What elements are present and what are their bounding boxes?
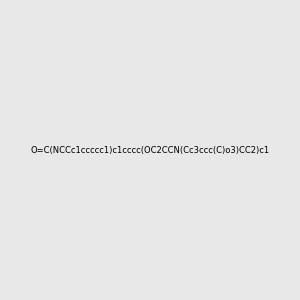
Text: O=C(NCCc1ccccc1)c1cccc(OC2CCN(Cc3ccc(C)o3)CC2)c1: O=C(NCCc1ccccc1)c1cccc(OC2CCN(Cc3ccc(C)o…	[30, 146, 270, 154]
